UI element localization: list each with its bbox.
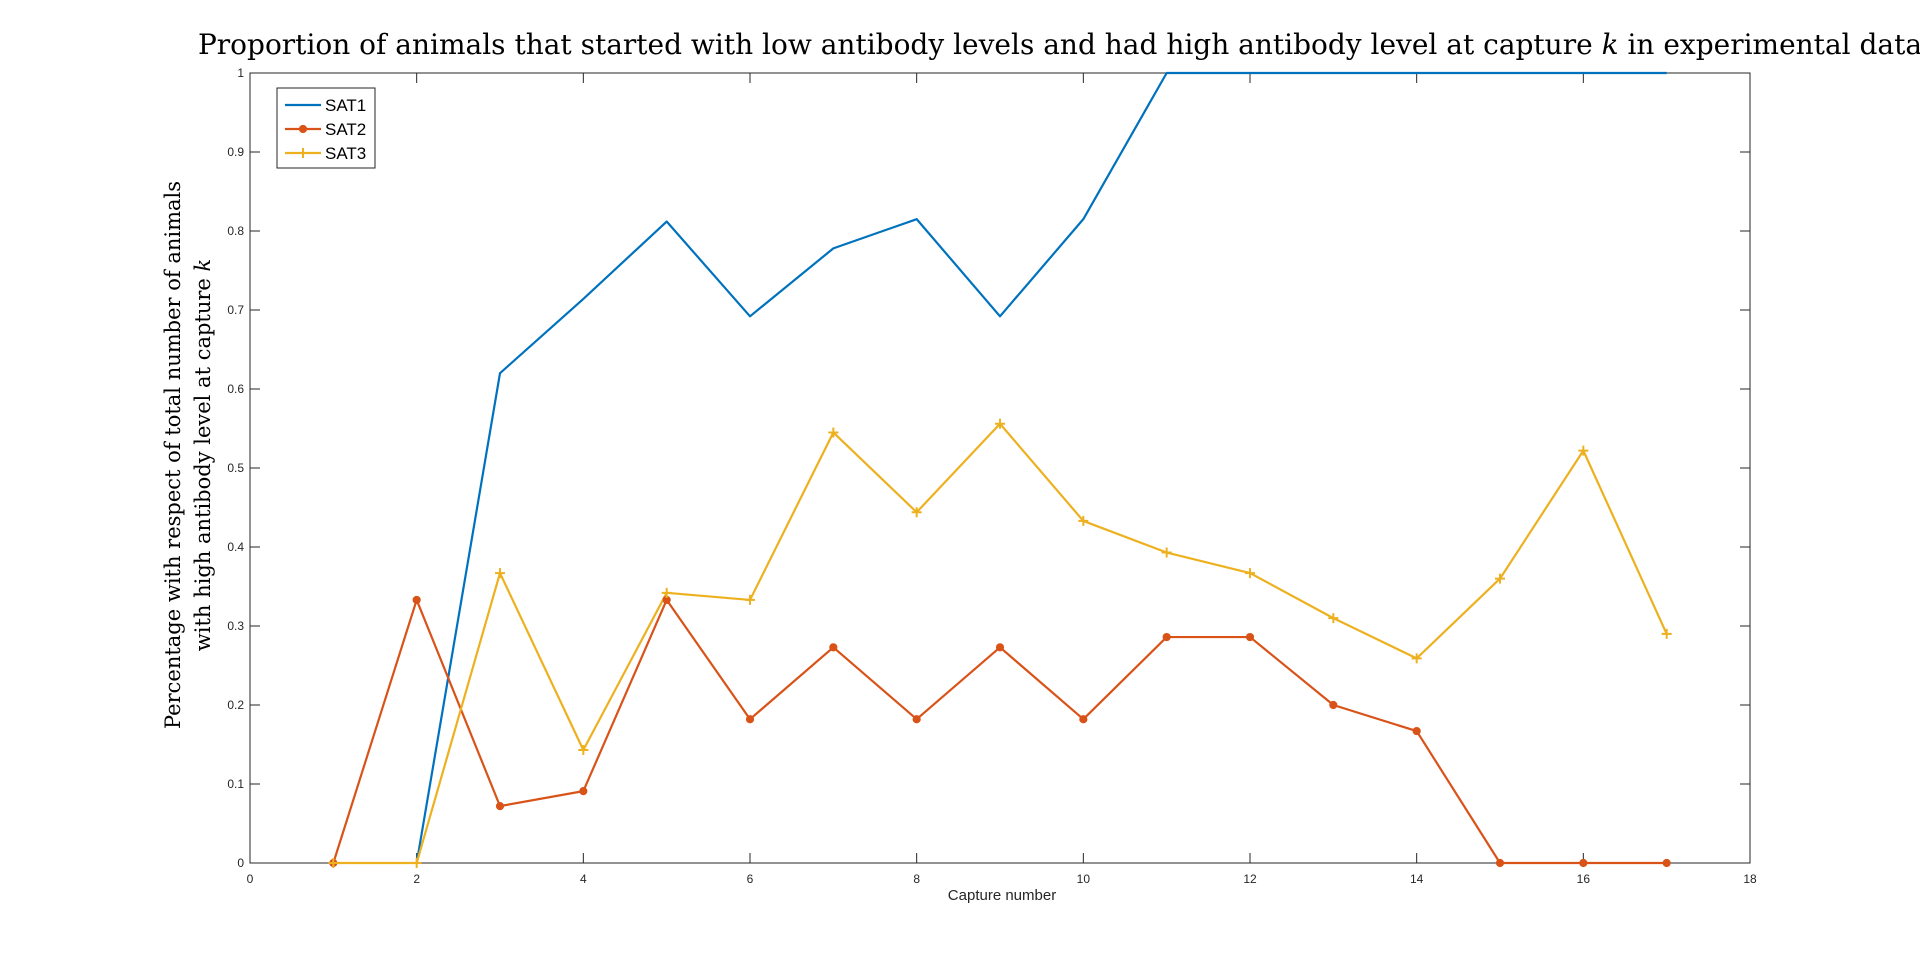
y-axis-label-k: k — [191, 259, 215, 272]
y-tick-label: 0.6 — [227, 382, 244, 396]
y-tick-label: 0.3 — [227, 619, 244, 633]
x-axis-label: Capture number — [948, 887, 1056, 904]
data-point-sat2 — [1329, 700, 1338, 710]
y-tick-label: 0.1 — [227, 777, 244, 791]
y-axis-label-line-1: Percentage with respect of total number … — [161, 181, 185, 729]
data-point-sat3 — [1328, 613, 1339, 624]
y-axis-label: Percentage with respect of total number … — [161, 181, 215, 729]
y-tick-label: 0.5 — [227, 461, 244, 475]
axis-ticks: 0 2 4 6 8 10 12 14 16 18 0 0.1 0.2 0.3 0.4 0.5 0.6 0.7 0.8… — [227, 66, 1757, 886]
x-tick-label: 16 — [1577, 872, 1591, 886]
data-point-sat2 — [579, 787, 588, 796]
data-point-sat3 — [1411, 653, 1422, 664]
series-line-sat1 — [415, 71, 1667, 864]
x-tick-label: 12 — [1243, 872, 1257, 886]
data-point-sat3 — [411, 858, 422, 868]
chart-title: Proportion of animals that started with … — [198, 28, 1920, 61]
y-tick-label: 0 — [237, 856, 244, 870]
data-point-sat3 — [911, 507, 922, 518]
y-tick-label: 0.2 — [227, 698, 244, 712]
y-tick-label: 0.7 — [227, 303, 244, 317]
data-point-sat2 — [829, 643, 838, 652]
data-point-sat3 — [1161, 547, 1172, 558]
y-tick-label: 1 — [237, 66, 244, 80]
chart-title-part-1: Proportion of animals that started with … — [198, 28, 1602, 61]
data-point-sat3 — [745, 594, 755, 605]
data-point-sat2 — [412, 595, 421, 605]
x-tick-label: 2 — [413, 872, 420, 886]
data-point-sat3 — [1495, 573, 1505, 584]
y-axis-label-line-2: with high antibody level at capture k — [191, 259, 215, 652]
data-point-sat2 — [1079, 715, 1088, 724]
data-point-sat3 — [828, 427, 839, 438]
legend-label-sat2: SAT2 — [325, 120, 366, 139]
plot-area — [249, 72, 1751, 864]
data-point-sat3 — [661, 587, 672, 598]
x-tick-label: 18 — [1743, 872, 1757, 886]
data-point-sat3 — [1078, 515, 1089, 526]
data-point-sat3 — [1578, 445, 1589, 456]
y-tick-label: 0.8 — [227, 224, 244, 238]
x-tick-label: 10 — [1077, 872, 1091, 886]
chart-title-k: k — [1602, 28, 1619, 61]
y-tick-label: 0.9 — [227, 145, 244, 159]
series-markers — [328, 418, 1672, 868]
data-point-sat2 — [745, 715, 755, 724]
legend-marker-sat2 — [298, 124, 308, 134]
data-point-sat2 — [995, 643, 1005, 652]
data-point-sat3 — [328, 858, 339, 868]
data-point-sat3 — [1661, 628, 1672, 639]
data-point-sat2 — [1412, 726, 1421, 736]
data-point-sat2 — [1662, 858, 1671, 868]
data-point-sat2 — [495, 802, 505, 811]
x-tick-label: 4 — [580, 872, 587, 886]
data-point-sat3 — [495, 568, 505, 579]
x-tick-label: 0 — [247, 872, 254, 886]
data-point-sat2 — [1245, 632, 1255, 642]
data-point-sat2 — [1579, 858, 1588, 868]
data-point-sat3 — [995, 418, 1005, 429]
data-point-sat2 — [912, 715, 921, 724]
legend-label-sat3: SAT3 — [325, 144, 366, 163]
data-point-sat2 — [1495, 858, 1505, 868]
legend-marker-sat3 — [298, 148, 308, 158]
x-tick-label: 6 — [747, 872, 754, 886]
x-tick-label: 8 — [913, 872, 920, 886]
chart-title-part-3: in experimental data — [1619, 28, 1920, 61]
data-point-sat3 — [1245, 568, 1255, 579]
y-tick-label: 0.4 — [227, 540, 244, 554]
data-point-sat3 — [578, 745, 589, 756]
legend-label-sat1: SAT1 — [325, 96, 366, 115]
data-point-sat2 — [1162, 632, 1171, 642]
x-tick-label: 14 — [1410, 872, 1424, 886]
legend: SAT1 SAT2 SAT3 — [276, 87, 376, 169]
y-axis-label-line-2-text: with high antibody level at capture — [191, 271, 215, 651]
